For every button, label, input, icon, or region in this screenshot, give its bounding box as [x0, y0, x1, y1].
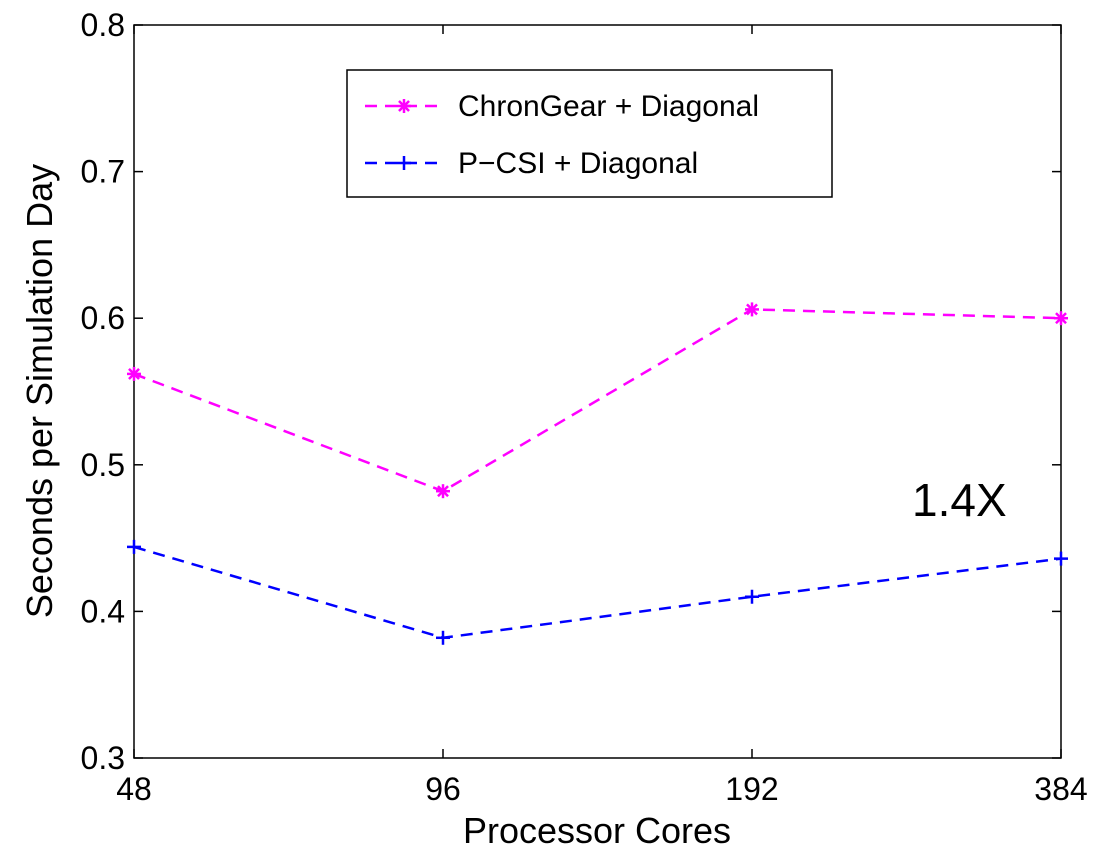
y-tick-label: 0.4	[81, 593, 125, 629]
y-tick-label: 0.6	[81, 300, 125, 336]
series-1-point	[745, 302, 759, 317]
series-1-line	[133, 308, 1062, 493]
series-2-point	[745, 589, 759, 604]
x-tick-label: 192	[725, 771, 778, 807]
legend-label: ChronGear + Diagonal	[458, 90, 759, 123]
x-tick-label: 96	[425, 771, 461, 807]
series-1-point-stroke	[128, 367, 140, 380]
series-2-point	[436, 630, 450, 645]
series-layer	[127, 302, 1068, 645]
series-1-point-stroke	[437, 485, 449, 498]
y-tick-label: 0.7	[81, 154, 125, 190]
legend: ChronGear + Diagonal P−CSI + Diagonal	[346, 69, 833, 198]
legend-marker	[397, 99, 411, 113]
annotation-speedup: 1.4X	[912, 474, 1007, 526]
series-2-line	[133, 545, 1062, 640]
legend-box	[346, 69, 833, 198]
x-tick-label: 384	[1034, 771, 1087, 807]
series-1-point	[127, 366, 141, 381]
series-1-point-stroke	[1055, 312, 1067, 325]
x-axis: 48 96 192 384	[116, 25, 1088, 807]
y-axis-label: Seconds per Simulation Day	[19, 164, 60, 618]
legend-marker	[397, 156, 411, 170]
y-tick-label: 0.8	[81, 7, 125, 43]
series-2-point	[1054, 551, 1068, 566]
x-tick-label: 48	[116, 771, 152, 807]
series-1-point-stroke	[746, 303, 758, 316]
legend-label: P−CSI + Diagonal	[458, 147, 698, 180]
series-1-point	[1054, 311, 1068, 326]
legend-marker-stroke	[398, 100, 410, 112]
series-1-point	[436, 484, 450, 499]
y-axis: 0.3 0.4 0.5 0.6 0.7 0.8	[81, 7, 1061, 776]
series-2-point	[127, 539, 141, 554]
y-tick-label: 0.3	[81, 740, 125, 776]
x-axis-label: Processor Cores	[463, 810, 731, 850]
y-tick-label: 0.5	[81, 447, 125, 483]
